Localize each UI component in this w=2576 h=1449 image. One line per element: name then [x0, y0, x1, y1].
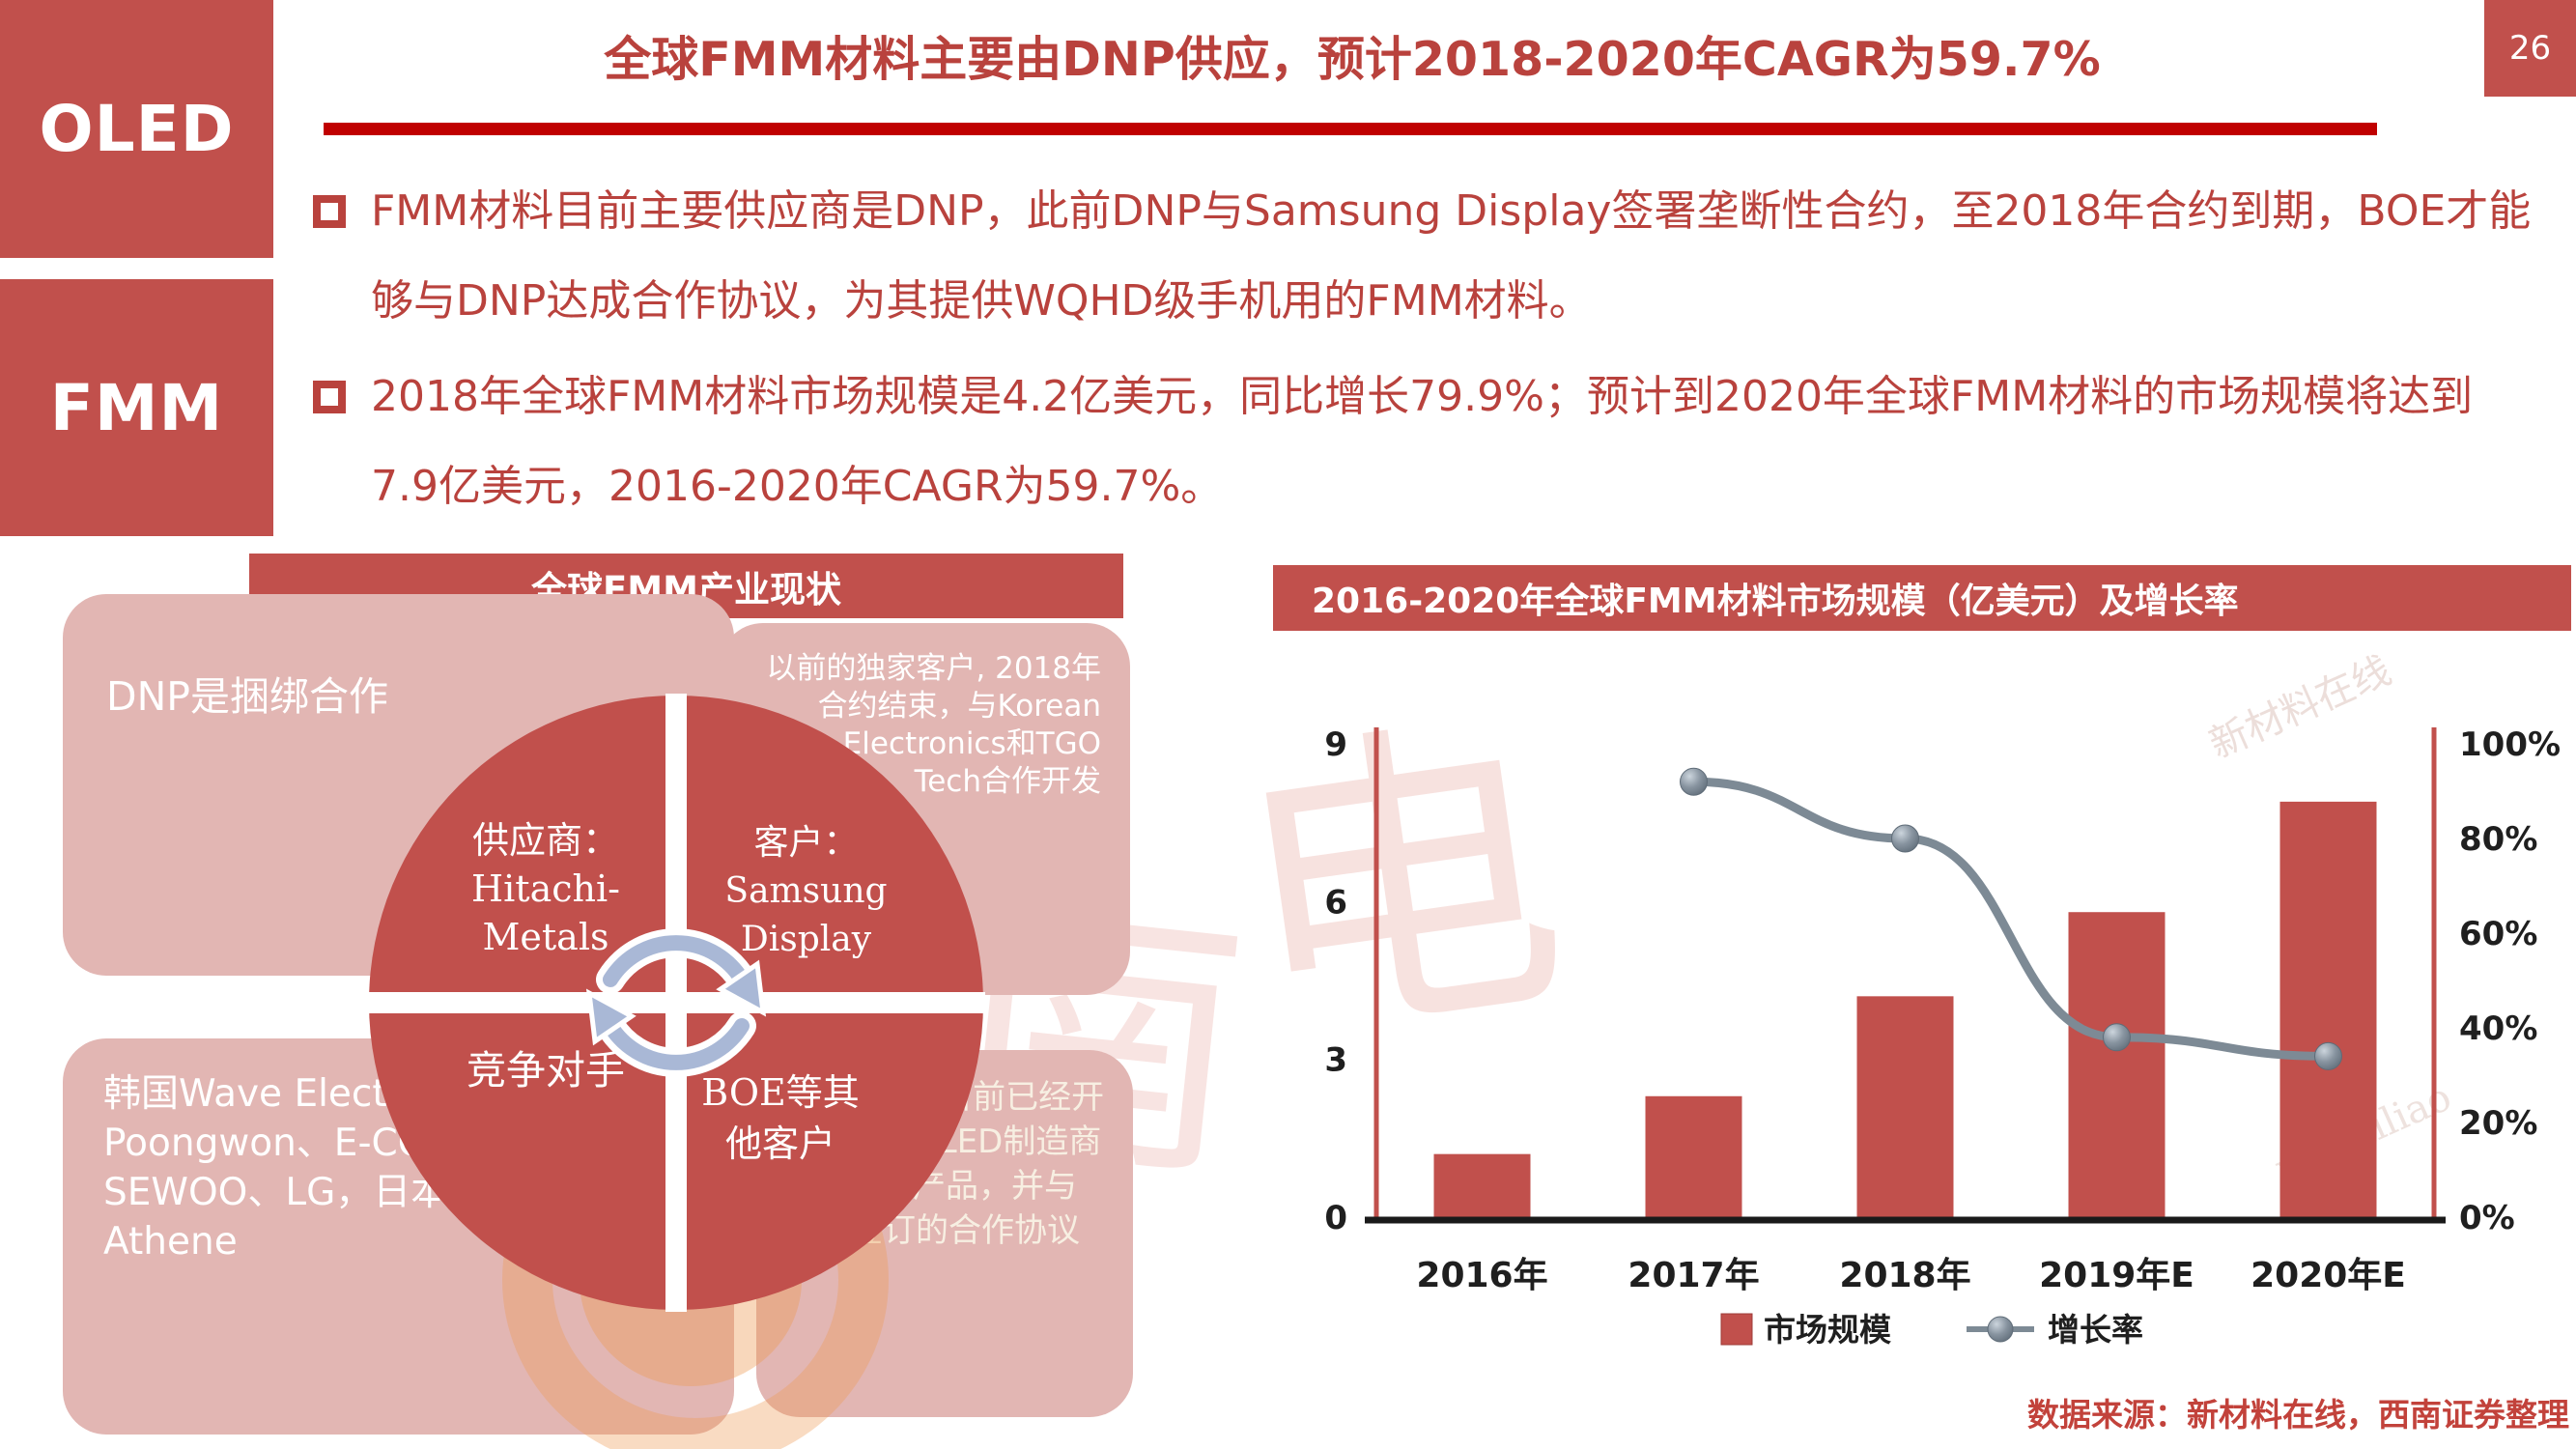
- sidebar-tag-oled-label: OLED: [39, 92, 235, 166]
- bar-2017年: [1645, 1095, 1742, 1217]
- data-source-note: 数据来源：新材料在线，西南证券整理: [2027, 1396, 2569, 1434]
- bar-2016年: [1433, 1153, 1531, 1217]
- page-number-badge: 26: [2484, 0, 2576, 97]
- quadrant-label: BOE等其他客户: [701, 1071, 860, 1165]
- quadrant-label: 客户：: [753, 823, 859, 863]
- svg-text:2020年E: 2020年E: [2250, 1256, 2406, 1295]
- svg-text:2018年: 2018年: [1839, 1256, 1970, 1295]
- bar-2020年E: [2279, 801, 2377, 1217]
- note-text: DNP是捆绑合作: [106, 673, 388, 720]
- quadrant-customer: 客户： Samsung Display: [702, 819, 910, 964]
- sidebar-tag-oled: OLED: [0, 0, 273, 258]
- bullet-item: 2018年全球FMM材料市场规模是4.2亿美元，同比增长79.9%；预计到202…: [311, 352, 2533, 531]
- page-number: 26: [2508, 29, 2552, 68]
- quadrant-divider-horizontal: [367, 992, 985, 1013]
- quadrant-supplier: 供应商： Hitachi-Metals: [425, 816, 666, 961]
- square-bullet-icon: [313, 195, 346, 228]
- title-underline: [324, 123, 2377, 135]
- svg-text:40%: 40%: [2459, 1009, 2537, 1048]
- svg-text:80%: 80%: [2459, 820, 2537, 859]
- quadrant-other-customers: BOE等其他客户: [694, 1067, 867, 1170]
- svg-text:9: 9: [1324, 725, 1347, 764]
- svg-text:3: 3: [1324, 1041, 1347, 1080]
- svg-text:6: 6: [1324, 883, 1347, 922]
- bullet-text: 2018年全球FMM材料市场规模是4.2亿美元，同比增长79.9%；预计到202…: [371, 372, 2474, 511]
- quadrant-competitor: 竞争对手: [464, 1043, 628, 1097]
- svg-text:60%: 60%: [2459, 915, 2537, 953]
- cycle-arrow-icon: [596, 928, 767, 1017]
- quadrant-company: Samsung Display: [724, 871, 888, 959]
- bullet-list: FMM材料目前主要供应商是DNP，此前DNP与Samsung Display签署…: [311, 166, 2533, 531]
- bar-2018年: [1856, 996, 1954, 1217]
- svg-text:20%: 20%: [2459, 1104, 2537, 1143]
- square-bullet-icon: [313, 381, 346, 413]
- page-title: 全球FMM材料主要由DNP供应，预计2018-2020年CAGR为59.7%: [604, 32, 2101, 87]
- svg-text:增长率: 增长率: [2048, 1311, 2143, 1349]
- quadrant-label: 竞争对手: [467, 1047, 625, 1094]
- svg-text:0%: 0%: [2459, 1199, 2515, 1237]
- bullet-item: FMM材料目前主要供应商是DNP，此前DNP与Samsung Display签署…: [311, 166, 2533, 346]
- market-size-growth-chart: 0 3 6 9 0% 20% 40% 60% 80% 100% 2016年 2017年 2018年 201…: [1324, 725, 2561, 1349]
- sidebar-tag-fmm: FMM: [0, 279, 273, 536]
- bar-2019年E: [2068, 912, 2166, 1217]
- chart-title: 2016-2020年全球FMM材料市场规模（亿美元）及增长率: [1312, 582, 2239, 621]
- svg-text:市场规模: 市场规模: [1764, 1311, 1892, 1349]
- quadrant-company: Hitachi-Metals: [471, 867, 620, 958]
- svg-text:2019年E: 2019年E: [2039, 1256, 2194, 1295]
- sidebar-tag-fmm-label: FMM: [49, 370, 224, 445]
- fmm-ecosystem-circle-diagram: [367, 694, 985, 1312]
- svg-text:100%: 100%: [2459, 725, 2561, 764]
- bullet-text: FMM材料目前主要供应商是DNP，此前DNP与Samsung Display签署…: [371, 186, 2532, 326]
- quadrant-label: 供应商：: [471, 819, 619, 862]
- svg-text:2016年: 2016年: [1416, 1256, 1547, 1295]
- chart-title-band: 2016-2020年全球FMM材料市场规模（亿美元）及增长率: [1273, 565, 2571, 631]
- svg-text:2017年: 2017年: [1628, 1256, 1759, 1295]
- svg-text:0: 0: [1324, 1199, 1347, 1237]
